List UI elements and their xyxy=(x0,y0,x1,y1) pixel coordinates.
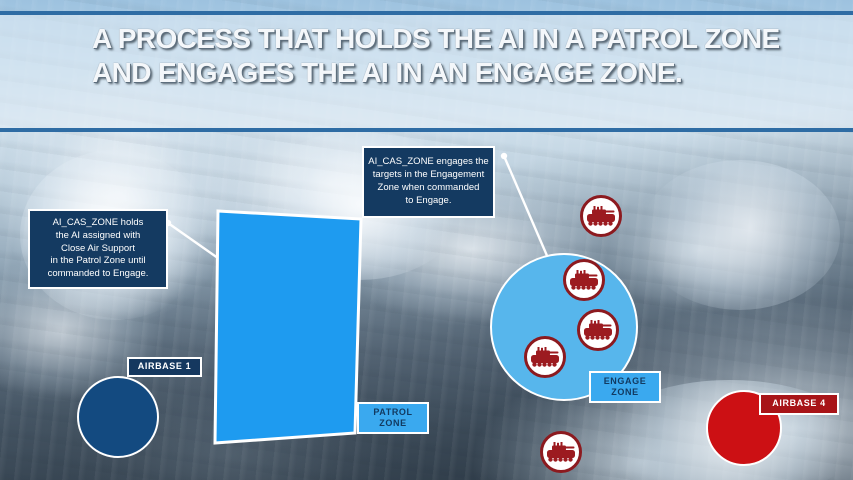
tank-icon xyxy=(540,431,582,473)
airbase-1-label-text: AIRBASE 1 xyxy=(137,361,192,372)
patrol-zone-label[interactable]: PATROL ZONE xyxy=(357,402,429,434)
patrol-note-line-2: the AI assigned with xyxy=(55,229,141,241)
engage-note-line-2: targets in the Engagement xyxy=(372,169,485,181)
tank-icon xyxy=(563,259,605,301)
tank-icon xyxy=(524,336,566,378)
engage-note-line-3: Zone when commanded xyxy=(377,182,480,193)
target-marker-2[interactable] xyxy=(563,259,605,301)
engage-zone-label-line-1: ENGAGE xyxy=(603,375,647,386)
patrol-note-line-5: commanded to Engage. xyxy=(47,268,149,280)
target-marker-1[interactable] xyxy=(580,195,622,237)
patrol-note-box[interactable]: AI_CAS_ZONE holds the AI assigned with C… xyxy=(28,209,168,289)
engage-note-box[interactable]: AI_CAS_ZONE engages the targets in the E… xyxy=(362,146,495,218)
patrol-zone-label-line-1: PATROL xyxy=(373,406,413,417)
engage-note-line-4: to Engage. xyxy=(405,194,452,206)
airbase-1-label[interactable]: AIRBASE 1 xyxy=(127,357,202,377)
engage-note-line-1: AI_CAS_ZONE engages the xyxy=(368,156,489,168)
target-marker-4[interactable] xyxy=(524,336,566,378)
target-marker-3[interactable] xyxy=(577,309,619,351)
page-title: A PROCESS THAT HOLDS THE AI IN A PATROL … xyxy=(92,23,780,89)
patrol-note-line-4: in the Patrol Zone until xyxy=(50,255,146,267)
patrol-zone-label-line-2: ZONE xyxy=(379,418,407,428)
target-marker-5[interactable] xyxy=(540,431,582,473)
engage-zone-label[interactable]: ENGAGE ZONE xyxy=(589,371,661,403)
title-band xyxy=(0,11,853,132)
patrol-note-text: AI_CAS_ZONE holds the AI assigned with C… xyxy=(48,217,149,281)
engage-note-text: AI_CAS_ZONE engages the targets in the E… xyxy=(368,156,488,207)
patrol-note-line-3: Close Air Support xyxy=(61,242,135,254)
patrol-note-line-1: AI_CAS_ZONE holds xyxy=(52,216,144,228)
airbase-4-label[interactable]: AIRBASE 4 xyxy=(759,393,839,415)
tank-icon xyxy=(580,195,622,237)
patrol-zone-polygon[interactable] xyxy=(213,207,363,447)
airbase-4-label-text: AIRBASE 4 xyxy=(772,398,826,409)
engage-zone-label-line-2: ZONE xyxy=(611,387,639,397)
tank-icon xyxy=(577,309,619,351)
airbase-1-circle[interactable] xyxy=(77,376,159,458)
